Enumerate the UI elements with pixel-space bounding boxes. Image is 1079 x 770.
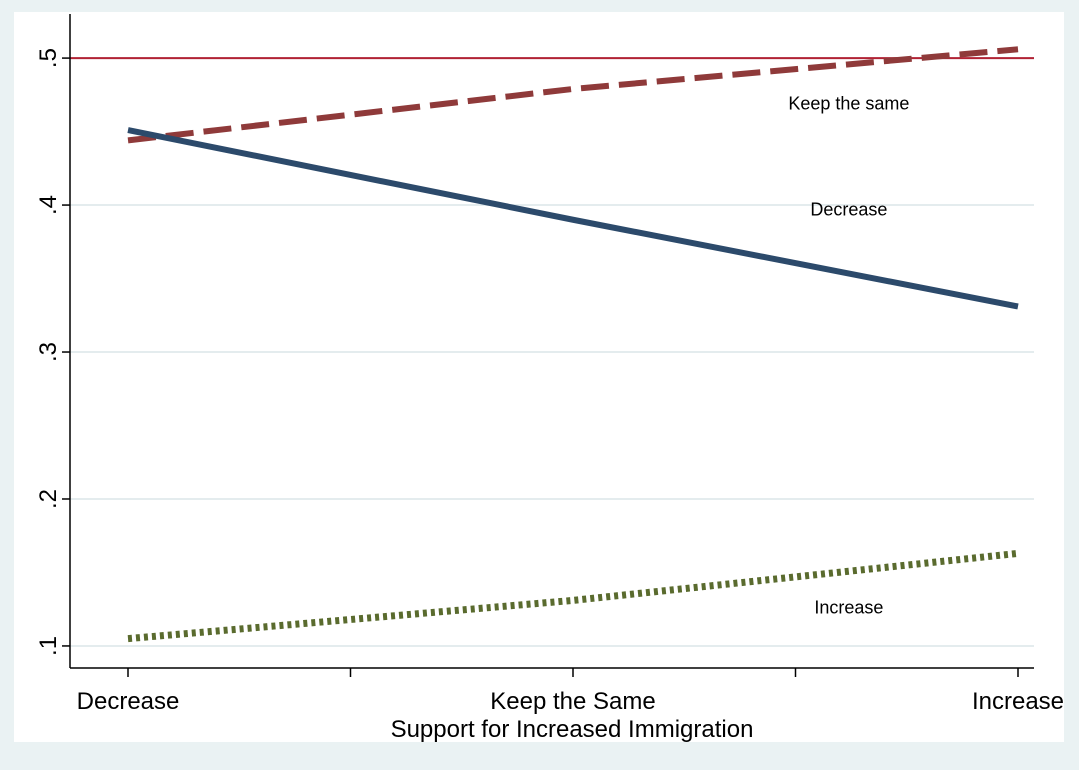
axes: .1 .2 .3 .4 .5 Decrease Keep the Same Increase	[35, 14, 1064, 715]
series-group	[127, 46, 1019, 643]
grid-lines	[70, 57, 1034, 647]
x-tick-label-2: Increase	[972, 688, 1064, 715]
y-tick-label-4: .5	[35, 48, 62, 68]
series-label-keep-the-same: Keep the same	[788, 94, 909, 114]
series-line-keep-the-same	[127, 46, 1019, 144]
y-tick-label-3: .4	[35, 195, 62, 215]
series-label-decrease: Decrease	[810, 199, 887, 219]
y-tick-label-2: .3	[35, 342, 62, 362]
series-labels: Keep the same Decrease Increase	[788, 94, 909, 618]
x-axis-title: Support for Increased Immigration	[391, 716, 754, 743]
series-line-decrease	[127, 127, 1019, 310]
x-tick-label-1: Keep the Same	[490, 688, 655, 715]
series-label-increase: Increase	[814, 598, 883, 618]
x-tick-label-0: Decrease	[77, 688, 180, 715]
y-tick-label-1: .2	[35, 489, 62, 509]
series-line-increase	[127, 549, 1019, 643]
y-tick-label-0: .1	[35, 636, 62, 656]
